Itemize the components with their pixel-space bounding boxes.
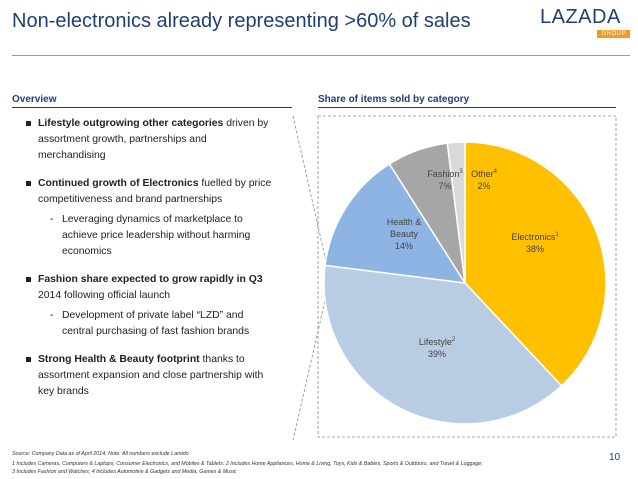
overview-bullet: Continued growth of Electronics fuelled … [25,176,275,260]
bullet-bold-text: Strong Health & Beauty footprint [38,354,200,365]
overview-list: Lifestyle outgrowing other categories dr… [25,116,275,412]
footnote-source: Source: Company Data as of April 2014; N… [12,451,189,457]
pie-slice-health-beauty [324,162,467,284]
chart-heading-rule [318,107,616,108]
footnote-1: 1 Includes Cameras, Computers & Laptops,… [12,461,483,467]
overview-heading-rule [12,107,292,108]
bullet-square-icon [26,357,31,362]
footnote-2: 3 Includes Fashion and Watches; 4 Includ… [12,469,237,475]
lazada-logo: LAZADA GROUP [540,6,630,44]
bullet-text: thanks to assortment expansion and close… [38,354,264,397]
pie-label-fashion: Fashion3 7% [427,169,463,191]
pie-slice-lifestyle [323,264,563,425]
pie-slice-other [446,141,466,284]
page-title: Non-electronics already representing >60… [12,10,471,32]
bullet-square-icon [26,181,31,186]
pie-label-health-beauty: Health & Beauty 14% [387,217,422,251]
overview-bullet: Strong Health & Beauty footprint thanks … [25,352,275,400]
pie-label-lifestyle: Lifestyle2 39% [419,337,456,359]
page-number: 10 [609,452,621,463]
logo-group-badge: GROUP [597,30,630,38]
pie-slices [323,141,607,425]
logo-wordmark: LAZADA [540,6,621,28]
pie-slice-electronics [464,141,607,387]
dash-icon: - [50,214,54,225]
bullet-square-icon [26,121,31,126]
sub-bullet-text: Development of private label “LZD” and c… [62,310,250,337]
bullet-text: 2014 following official launch [38,290,171,301]
chart-heading: Share of items sold by category [318,94,470,105]
bullet-square-icon [26,277,31,282]
bullet-bold-text: Lifestyle outgrowing other categories [38,118,224,129]
header-rule [12,55,630,56]
overview-heading: Overview [12,94,57,105]
bullet-text: fuelled by price competitiveness and bra… [38,178,272,205]
pie-label-other: Other4 2% [471,169,498,191]
dash-icon: - [50,310,54,321]
overview-bullet: Lifestyle outgrowing other categories dr… [25,116,275,164]
bullet-bold-text: Fashion share expected to grow rapidly i… [38,274,263,285]
sub-bullet: - Leveraging dynamics of marketplace to … [38,212,275,260]
sub-bullet-text: Leveraging dynamics of marketplace to ac… [62,214,251,257]
chart-frame [317,115,617,438]
bullet-text: driven by assortment growth, partnership… [38,118,269,161]
pie-labels: Electronics1 38% Lifestyle2 39% Health & Beau… [387,169,560,359]
bullet-bold-text: Continued growth of Electronics [38,178,199,189]
overview-bullet: Fashion share expected to grow rapidly i… [25,272,275,340]
sub-bullet: - Development of private label “LZD” and… [38,308,275,340]
pie-label-electronics: Electronics1 38% [511,232,559,254]
